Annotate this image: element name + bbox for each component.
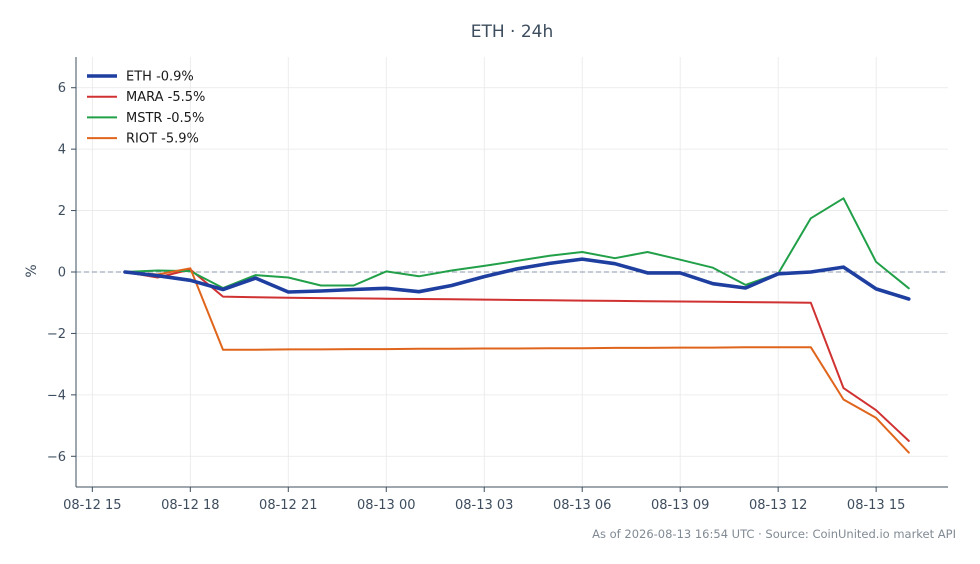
y-tick-label: −6 [47,450,66,465]
series-line-riot [124,267,910,454]
footer-source: As of 2026-08-13 16:54 UTC · Source: Coi… [592,527,956,541]
x-tick-label: 08-12 21 [259,498,317,513]
x-tick-label: 08-13 03 [455,498,513,513]
legend-label: RIOT -5.9% [126,132,199,147]
y-tick-label: −4 [47,388,66,403]
y-tick-label: 0 [58,266,66,281]
y-tick-label: 6 [58,81,66,96]
legend: ETH -0.9% MARA -5.5% MSTR -0.5% RIOT -5.9% [87,70,205,147]
y-axis-label: % [24,264,40,277]
x-tick-label: 08-13 09 [651,498,709,513]
x-tick-label: 08-13 15 [847,498,905,513]
x-tick-label: 08-13 00 [357,498,415,513]
series-line-eth [123,257,911,301]
legend-label: MARA -5.5% [126,90,205,105]
y-tick-label: 2 [58,204,66,219]
y-ticks: 6 4 2 0 −2 −4 −6 [47,81,76,465]
x-tick-label: 08-13 06 [553,498,611,513]
x-tick-label: 08-12 18 [161,498,219,513]
legend-label: MSTR -0.5% [126,111,204,126]
chart-title: ETH · 24h [471,22,554,42]
x-tick-label: 08-13 12 [749,498,807,513]
series-layer [123,197,911,454]
y-tick-label: 4 [58,143,66,158]
x-ticks: 08-12 15 08-12 18 08-12 21 08-13 00 08-13 03… [63,487,905,513]
y-tick-label: −2 [47,327,66,342]
legend-label: ETH -0.9% [126,70,194,85]
series-line-mara [124,268,910,442]
x-tick-label: 08-12 15 [63,498,121,513]
